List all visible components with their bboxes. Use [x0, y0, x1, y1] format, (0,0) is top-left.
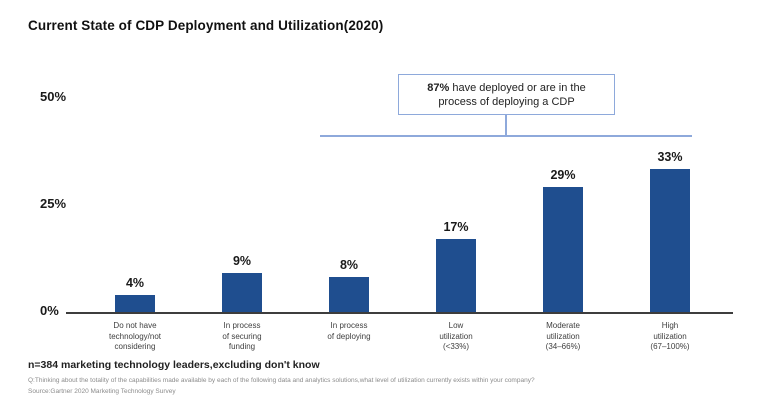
bar-column: 29% [508, 168, 618, 312]
annotation-percent: 87% [427, 81, 450, 94]
bar-column: 17% [401, 220, 511, 312]
category-label: In process of securing funding [222, 321, 262, 351]
source-note: Source:Gartner 2020 Marketing Technology… [28, 388, 176, 395]
x-axis-line [66, 312, 733, 314]
bar-value-label: 8% [339, 258, 359, 272]
y-axis-tick-50: 50% [40, 89, 67, 104]
bar [543, 187, 583, 312]
bar-value-label: 33% [657, 150, 683, 164]
y-axis-tick-25: 25% [40, 196, 67, 211]
category-label: In process of deploying [327, 321, 371, 341]
bar-value-label: 29% [550, 168, 576, 182]
bar-value-label: 9% [232, 254, 252, 268]
annotation-bracket-line [320, 135, 692, 137]
bar [650, 169, 690, 312]
bar [329, 277, 369, 312]
survey-question-note: Q:Thinking about the totality of the cap… [28, 377, 535, 384]
bar [115, 295, 155, 312]
annotation-callout: 87% have deployed or are in the process o… [398, 74, 615, 115]
bar [222, 273, 262, 312]
bar-column: 4% [80, 276, 190, 312]
bar [436, 239, 476, 312]
bar-value-label: 4% [125, 276, 145, 290]
category-label: Do not have technology/not considering [108, 321, 162, 351]
annotation-text: 87% have deployed or are in the process o… [427, 81, 585, 109]
bar-column: 33% [615, 150, 725, 312]
bar-value-label: 17% [443, 220, 469, 234]
annotation-line1: have deployed or are in the [449, 81, 586, 94]
annotation-line2: process of deploying a CDP [438, 95, 575, 108]
annotation-connector-line [505, 114, 507, 136]
category-label: Moderate utilization (34–66%) [545, 321, 581, 351]
sample-size-note: n=384 marketing technology leaders,exclu… [28, 359, 320, 371]
category-label: High utilization (67–100%) [650, 321, 690, 351]
category-label: Low utilization (<33%) [439, 321, 473, 351]
chart-title: Current State of CDP Deployment and Util… [28, 18, 384, 33]
bar-column: 8% [294, 258, 404, 312]
y-axis-tick-0: 0% [40, 303, 59, 318]
bar-column: 9% [187, 254, 297, 312]
